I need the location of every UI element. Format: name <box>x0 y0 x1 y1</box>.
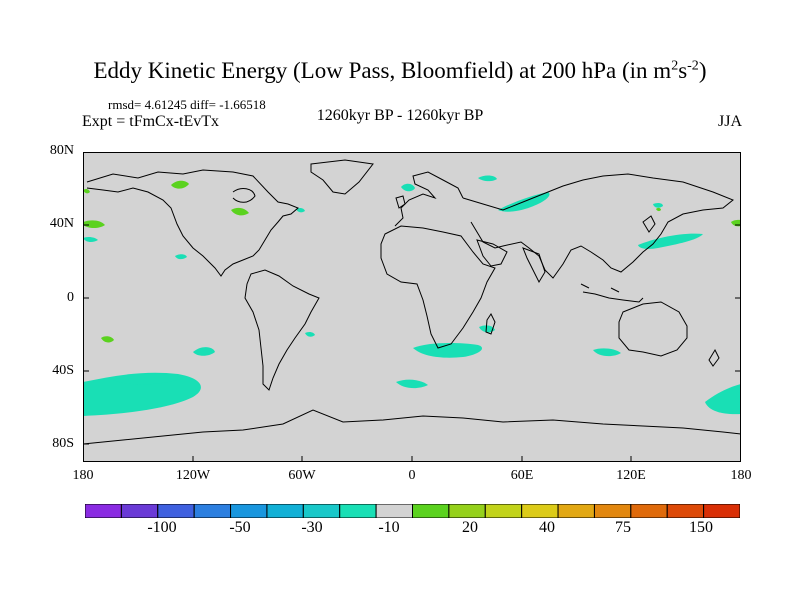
patch-s-atl-small <box>305 331 315 337</box>
patch-south-pacific-b <box>113 373 183 385</box>
coast-arabia <box>476 239 508 267</box>
patch-ural <box>478 175 497 182</box>
season-label: JJA <box>717 113 742 130</box>
patch-atl-n <box>296 207 305 213</box>
coast-south-america <box>244 269 320 391</box>
colorbar-label: -10 <box>378 519 400 536</box>
coast-indonesia <box>580 283 644 303</box>
map-ticks <box>83 152 741 462</box>
colorbar-label: 40 <box>539 519 555 536</box>
coast-britain <box>395 195 406 209</box>
colorbar-swatch <box>375 504 413 518</box>
colorbar-label: 75 <box>615 519 631 536</box>
coast-new-zealand <box>708 348 720 367</box>
colorbar-swatch <box>302 504 341 518</box>
colorbar-swatch <box>557 504 595 518</box>
patch-na-green <box>231 207 249 216</box>
patch-atl-south-west <box>396 379 428 389</box>
coast-japan <box>642 215 656 233</box>
lat-label-80s: 80S <box>52 436 74 451</box>
lon-label-60e: 60E <box>510 468 534 483</box>
colorbar-label: -50 <box>229 519 251 536</box>
lon-label-120w: 120W <box>175 468 211 483</box>
colorbar-swatch <box>593 504 632 518</box>
lon-label-180e: 180 <box>730 468 752 483</box>
patch-s-pac-green <box>101 336 114 343</box>
colorbar-swatch <box>193 504 232 518</box>
colorbar-label: 150 <box>689 519 713 536</box>
patch-alaska-green <box>83 188 90 194</box>
colorbar-swatch <box>412 504 450 518</box>
coast-greenland <box>310 159 374 195</box>
plot-title: Eddy Kinetic Energy (Low Pass, Bloomfiel… <box>93 58 707 83</box>
coastlines <box>83 159 741 445</box>
patch-ne-asia-green <box>656 207 661 212</box>
patch-n-pac-mid <box>175 254 187 260</box>
patch-scandinavia <box>401 183 415 192</box>
patch-south-pacific <box>83 372 201 416</box>
colorbar-swatch <box>120 504 159 518</box>
coast-europe <box>394 171 464 227</box>
lat-label-40s: 40S <box>52 363 74 378</box>
patch-tasman <box>705 384 741 415</box>
patch-greenland-green <box>171 180 189 189</box>
colorbar-label: -30 <box>301 519 323 536</box>
colorbar-swatch <box>85 504 122 518</box>
patch-pac-west-green <box>83 220 105 228</box>
coast-madagascar <box>485 313 496 335</box>
coast-north-america <box>86 169 299 277</box>
coast-africa <box>380 225 496 349</box>
map-background <box>83 152 741 462</box>
lon-label-120e: 120E <box>616 468 646 483</box>
lat-label-40n: 40N <box>49 216 74 231</box>
coast-hudson <box>232 188 256 203</box>
coast-india <box>522 247 546 284</box>
lon-label-180w: 180 <box>72 468 94 483</box>
coast-antarctica <box>83 409 741 445</box>
colorbar-swatch <box>666 504 705 518</box>
patch-indian-ocean <box>593 348 621 357</box>
patch-n-pac-west <box>83 236 98 243</box>
colorbar-swatch <box>703 504 740 518</box>
colorbar-swatch <box>630 504 668 518</box>
colorbar-label: 20 <box>462 519 478 536</box>
lat-label-80n: 80N <box>49 143 74 158</box>
colorbar <box>85 504 740 518</box>
stats-label: rmsd= 4.61245 diff= -1.66518 <box>108 97 266 112</box>
coast-australia <box>618 301 688 357</box>
lon-label-0: 0 <box>408 468 416 483</box>
lat-label-0: 0 <box>67 290 74 305</box>
colorbar-label: -100 <box>147 519 177 536</box>
colorbar-swatch <box>521 504 559 518</box>
period-label: 1260kyr BP - 1260kyr BP <box>316 107 484 124</box>
coast-asia <box>462 173 734 279</box>
patch-pac-mid <box>193 347 215 356</box>
patch-sa-africa <box>413 343 483 358</box>
patch-kamchatka <box>653 202 663 208</box>
anomaly-patches <box>83 175 741 416</box>
experiment-label: Expt = tFmCx-tEvTx <box>82 113 220 130</box>
world-map <box>83 152 741 462</box>
colorbar-swatch <box>230 504 268 518</box>
colorbar-swatch <box>157 504 195 518</box>
patch-japan-pac <box>638 233 703 249</box>
patch-madagascar <box>479 325 495 333</box>
colorbar-swatch <box>448 504 486 518</box>
colorbar-swatch <box>266 504 304 518</box>
colorbar-swatch <box>339 504 377 518</box>
lon-label-60w: 60W <box>288 468 316 483</box>
colorbar-swatch <box>484 504 523 518</box>
